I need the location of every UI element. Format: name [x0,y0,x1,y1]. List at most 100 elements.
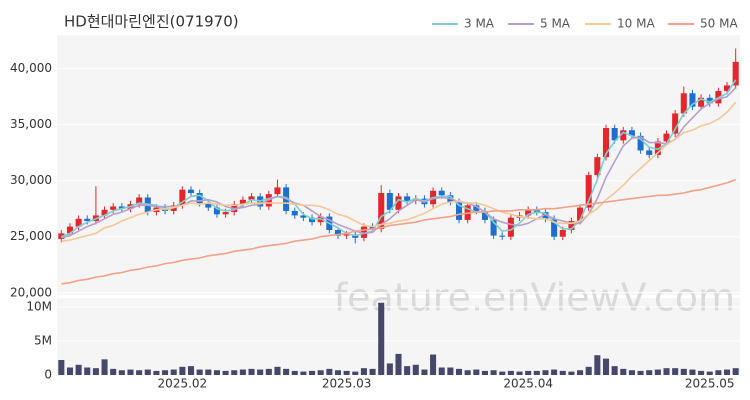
candle-body [239,199,246,205]
volume-bar [66,367,73,375]
volume-bar [360,368,367,375]
volume-bar [110,368,117,375]
volume-bar [205,369,212,375]
candle-body [309,217,316,223]
candle-body [205,203,212,208]
candle-body [300,215,307,218]
volume-bar [75,364,82,375]
candle-body [542,212,549,219]
volume-bar [334,370,342,375]
volume-bar [92,368,99,375]
volume-bar [196,369,203,375]
volume-bar [179,366,186,375]
candle-body [291,210,298,216]
candle-body [620,130,627,141]
volume-bar [421,369,428,375]
volume-bar [507,370,514,375]
candle-body [248,196,255,200]
volume-bar [680,368,687,375]
candle-body [360,226,367,238]
candle-body [490,219,497,236]
x-tick-label: 2025.03 [322,377,372,391]
volume-bar [577,370,584,375]
volume-bar [438,367,445,375]
legend-label: 50 MA [700,17,738,31]
candle-body [378,193,385,229]
candle-body [343,234,350,236]
volume-bar [473,369,480,375]
candle-body [507,217,514,237]
volume-bar [542,370,549,375]
volume-bar [283,368,290,375]
volume-bar [300,371,307,375]
volume-bar [309,370,316,375]
volume-bar [378,302,385,375]
candle-body [395,196,402,210]
candle-body [628,130,635,136]
volume-bar [689,369,696,375]
candle-body [404,196,411,201]
y-tick-label: 30,000 [10,173,52,187]
candle-body [637,135,644,151]
candle-body [654,141,661,155]
candle-body [196,193,203,204]
volume-bar [602,358,610,375]
candle-body [334,230,342,236]
candle-body [551,218,558,237]
y-tick-label: 5M [34,333,52,347]
y-tick-label: 35,000 [10,117,52,131]
volume-bar [516,371,523,375]
volume-bar [239,369,246,375]
volume-bar [628,370,635,375]
volume-bar [343,370,350,375]
candle-body [369,226,376,229]
volume-bar [144,369,151,375]
volume-bar [162,370,169,375]
volume-bar [611,366,618,375]
volume-bar [118,370,125,375]
volume-bar [499,371,506,375]
candle-body [646,150,653,155]
volume-bar [213,370,220,375]
volume-bar [231,370,238,375]
ma-line [61,87,737,239]
candle-body [110,206,117,210]
candle-body [706,97,713,104]
candle-body [724,85,731,92]
volume-bar [352,371,359,375]
candle-body [101,209,108,216]
candle-body [577,207,584,222]
volume-bar [265,368,272,375]
volume-bar [672,368,679,375]
candle-body [732,61,739,86]
candle-body [84,218,91,222]
volume-bar [58,360,65,375]
volume-bar [369,368,376,375]
volume-bar [257,369,264,375]
y-tick-label: 40,000 [10,61,52,75]
y-tick-label: 25,000 [10,229,52,243]
volume-bar [136,370,143,375]
candle-body [213,207,220,215]
volume-bar [698,370,705,375]
candle-body [533,209,540,213]
volume-bar [663,368,670,375]
volume-bar [481,370,488,375]
volume-bar [153,370,160,375]
candle-body [386,193,393,210]
candle-body [222,212,229,215]
volume-bar [654,369,661,375]
candle-body [481,210,488,220]
x-tick-label: 2025.02 [158,377,208,391]
candle-body [698,97,705,107]
volume-bar [395,353,402,375]
candle-body [585,175,592,208]
legend-label: 3 MA [464,17,495,31]
volume-bar [646,370,653,375]
volume-bar [386,363,393,375]
candle-body [672,113,679,134]
volume-bar [594,355,601,375]
ma-line [61,101,737,242]
candle-body [499,235,506,237]
y-tick-label: 20,000 [10,285,52,299]
